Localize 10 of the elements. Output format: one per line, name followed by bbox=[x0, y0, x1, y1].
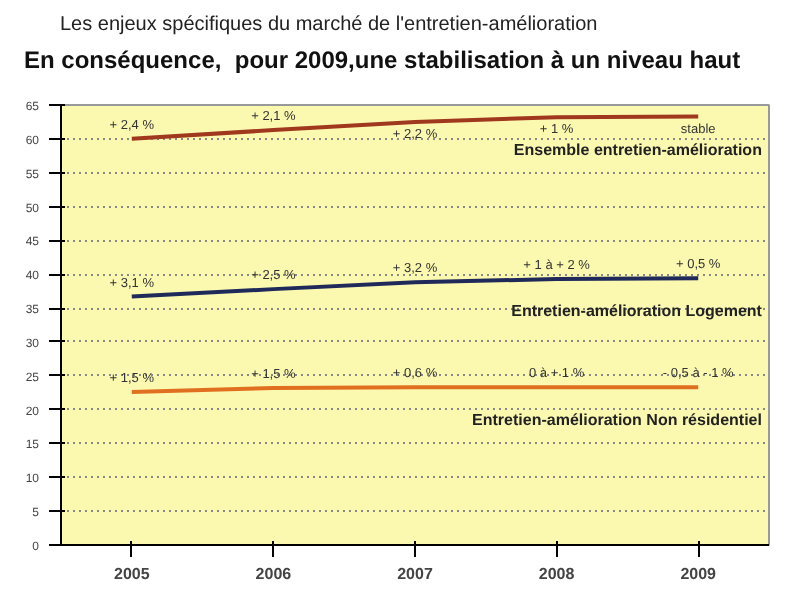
x-tick-label: 2007 bbox=[397, 565, 434, 583]
x-tick-label: 2005 bbox=[114, 565, 151, 583]
chart-title: Les enjeux spécifiques du marché de l'entretien-amélioration bbox=[60, 12, 598, 40]
x-tick-label: 2006 bbox=[255, 565, 293, 583]
series-label: Ensemble entretien-amélioration bbox=[513, 140, 763, 159]
x-tick-label: 2009 bbox=[680, 565, 718, 583]
chart-subtitle: En conséquence, pour 2009,une stabilisation à un niveau haut bbox=[24, 44, 741, 78]
x-tick-label: 2008 bbox=[538, 565, 576, 583]
series-label: Entretien-amélioration Logement bbox=[511, 302, 763, 321]
series-label: Entretien-amélioration Non résidentiel bbox=[472, 411, 762, 430]
